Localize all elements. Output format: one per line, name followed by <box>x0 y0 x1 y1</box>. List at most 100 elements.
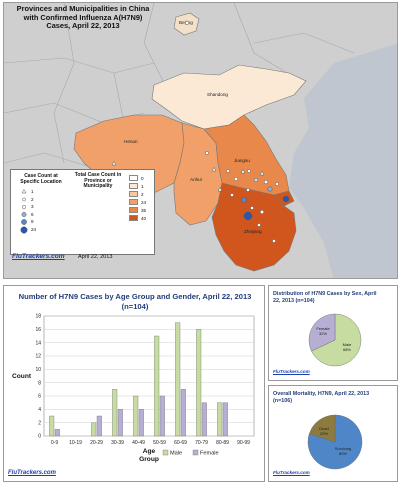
legend-label-male: Male <box>170 451 182 457</box>
case-marker <box>257 223 261 227</box>
bar-chart-panel: Number of H7N9 Cases by Age Group and Ge… <box>3 285 265 482</box>
sex-pie-panel: Distribution of H7N9 Cases by Sex, April… <box>268 285 398 381</box>
y-tick-label: 0 <box>38 434 41 440</box>
pie-label-surviving: Surviving <box>335 446 351 451</box>
case-marker <box>111 160 117 166</box>
x-tick-label: 40-49 <box>132 440 145 446</box>
case-marker <box>233 176 239 182</box>
sea-area <box>289 43 397 278</box>
bar-chart-title-line: Number of H7N9 Cases by Age Group and Ge… <box>18 292 252 301</box>
bar-chart: 0 2 4 6 8 10 12 14 16 18 0-9 10-19 20-29 30-39 40-49 50… <box>12 314 255 463</box>
bar-male-60-69 <box>175 322 181 437</box>
mortality-pie-source-link[interactable]: FluTrackers.com <box>273 470 310 475</box>
legend-total-label: 40 <box>141 215 147 221</box>
china-map: Beijing Shandong Henan Jiangsu Anhui Zhe… <box>4 3 397 278</box>
pie-pct-male: 68% <box>343 347 351 352</box>
legend-case-label: 9 <box>31 219 34 224</box>
sex-pie-title-line: Distribution of H7N9 Cases by Sex, April <box>273 291 377 297</box>
case-marker <box>253 177 259 183</box>
case-marker <box>250 206 254 210</box>
case-marker <box>184 20 190 26</box>
legend-swatch <box>129 191 138 197</box>
legend-swatch-male <box>162 449 169 456</box>
x-tick-label: 80-89 <box>216 440 229 446</box>
case-marker <box>247 169 251 173</box>
pie-slice-female <box>308 313 336 352</box>
label-jiangsu: Jiangsu <box>234 158 250 163</box>
case-marker <box>243 211 253 221</box>
pie-label-male: Male <box>343 342 352 347</box>
mortality-pie-title-line: (n=106) <box>273 398 293 404</box>
case-marker <box>282 195 290 203</box>
legend-heading-line: Total Case Count in <box>74 172 122 178</box>
case-marker <box>259 170 265 176</box>
legend-case-label: 24 <box>31 227 37 232</box>
x-tick-label: 0-9 <box>51 440 58 446</box>
sex-pie-source-link[interactable]: FluTrackers.com <box>273 369 310 374</box>
plot-area <box>43 315 255 437</box>
bar-male-30-39 <box>112 389 118 437</box>
pie-pct-female: 32% <box>319 331 327 336</box>
case-marker <box>211 166 217 172</box>
mortality-pie-title-line: Overall Mortality, H7N9, April 22, 2013 <box>273 391 370 397</box>
legend-case-label: 6 <box>31 211 34 217</box>
legend-case-label: 2 <box>31 196 34 202</box>
case-marker <box>241 197 247 203</box>
legend-case-count-title: Case Count at Specific Location <box>13 173 69 185</box>
map-legend: Case Count at Specific Location 1 2 3 6 … <box>10 169 155 255</box>
label-henan: Henan <box>124 139 138 144</box>
case-marker <box>272 239 276 243</box>
map-title-line: with Confirmed Influenza A(H7N9) <box>23 12 143 22</box>
case-marker <box>267 186 273 192</box>
y-tick-label: 2 <box>38 420 41 426</box>
case-marker <box>226 169 230 173</box>
y-tick-label: 14 <box>35 340 41 346</box>
case-marker <box>259 209 265 215</box>
case-marker <box>205 151 209 155</box>
legend-swatch <box>129 215 138 221</box>
y-axis-title: Count <box>12 373 32 380</box>
legend-total-label: 35 <box>141 207 147 213</box>
bar-male-80-89 <box>217 402 223 437</box>
y-tick-label: 6 <box>38 394 41 400</box>
case-marker <box>246 188 250 192</box>
case-marker <box>275 182 279 186</box>
bar-female-80-89 <box>222 402 228 437</box>
bar-male-70-79 <box>196 329 202 437</box>
legend-case-label: 1 <box>31 189 34 194</box>
legend-heading-line: Specific Location <box>20 178 62 185</box>
bar-female-0-9 <box>54 429 60 437</box>
label-shandong: Shandong <box>207 92 228 97</box>
x-tick-label: 50-59 <box>153 440 166 446</box>
pie-label-dead: Dead <box>319 426 329 431</box>
legend-swatch <box>129 199 138 205</box>
province-zhejiang <box>211 182 297 272</box>
case-marker <box>240 168 246 174</box>
y-tick-label: 16 <box>35 327 41 333</box>
map-title-line: Cases, April 22, 2013 <box>46 21 120 31</box>
bar-female-70-79 <box>201 402 207 437</box>
legend-total-label: 0 <box>141 175 144 181</box>
map-title: Provinces and Municipalities in China wi… <box>8 4 158 31</box>
y-tick-label: 18 <box>35 314 41 320</box>
map-source-link[interactable]: FluTrackers.com <box>12 253 65 260</box>
pie-label-female: Female <box>316 326 330 331</box>
x-tick-label: 20-29 <box>90 440 103 446</box>
bar-female-60-69 <box>180 389 186 437</box>
x-tick-label: 70-79 <box>195 440 208 446</box>
bar-chart-source-link[interactable]: FluTrackers.com <box>8 470 56 476</box>
map-title-line: Provinces and Municipalities in China <box>16 4 150 13</box>
legend-swatch-female <box>192 449 199 456</box>
legend-label-female: Female <box>200 451 219 457</box>
mortality-pie-title: Overall Mortality, H7N9, April 22, 2013 … <box>273 391 395 405</box>
pie-slice-male <box>311 313 362 367</box>
bar-female-40-49 <box>138 409 144 437</box>
mortality-pie-panel: Overall Mortality, H7N9, April 22, 2013 … <box>268 385 398 482</box>
y-tick-label: 12 <box>35 354 41 360</box>
x-axis-title: Age <box>143 448 156 455</box>
x-tick-label: 10-19 <box>69 440 82 446</box>
legend-total-label: 1 <box>141 183 144 189</box>
legend-heading-line: Case Count at <box>24 173 58 179</box>
pie-slice-dead <box>309 414 336 443</box>
